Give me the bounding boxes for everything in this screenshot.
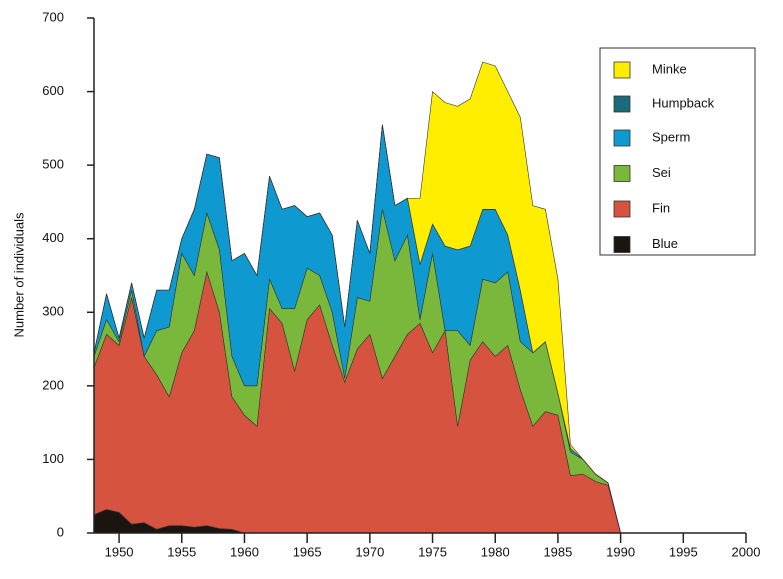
- x-tick-label: 1980: [481, 544, 510, 559]
- x-tick-label: 1985: [543, 544, 572, 559]
- legend-label: Humpback: [652, 95, 715, 110]
- x-tick-label: 1955: [167, 544, 196, 559]
- legend-swatch: [613, 129, 631, 147]
- legend-swatch: [613, 236, 631, 253]
- legend-swatch: [613, 61, 631, 79]
- legend-box: [599, 47, 756, 256]
- legend-swatch: [613, 165, 631, 182]
- y-tick-label: 400: [42, 230, 64, 245]
- y-tick-label: 700: [42, 9, 64, 24]
- legend-label: Minke: [652, 61, 687, 76]
- y-tick-label: 300: [42, 304, 64, 319]
- y-tick-label: 200: [42, 377, 64, 392]
- y-tick-label: 0: [57, 524, 64, 539]
- legend-label: Sei: [652, 165, 671, 180]
- y-tick-label: 100: [42, 451, 64, 466]
- legend-swatch: [613, 95, 631, 113]
- x-tick-label: 1950: [105, 544, 134, 559]
- x-tick-label: 1965: [293, 544, 322, 559]
- legend-label: Sperm: [652, 129, 690, 144]
- y-axis-label: Number of individuals: [11, 212, 26, 338]
- x-tick-label: 1995: [669, 544, 698, 559]
- x-tick-label: 1990: [606, 544, 635, 559]
- legend-label: Blue: [652, 236, 678, 251]
- y-tick-label: 500: [42, 157, 64, 172]
- x-tick-label: 2000: [732, 544, 761, 559]
- legend-swatch: [613, 200, 631, 218]
- legend-label: Fin: [652, 200, 670, 215]
- y-tick-label: 600: [42, 83, 64, 98]
- x-tick-label: 1970: [355, 544, 384, 559]
- x-tick-label: 1975: [418, 544, 447, 559]
- x-tick-label: 1960: [230, 544, 259, 559]
